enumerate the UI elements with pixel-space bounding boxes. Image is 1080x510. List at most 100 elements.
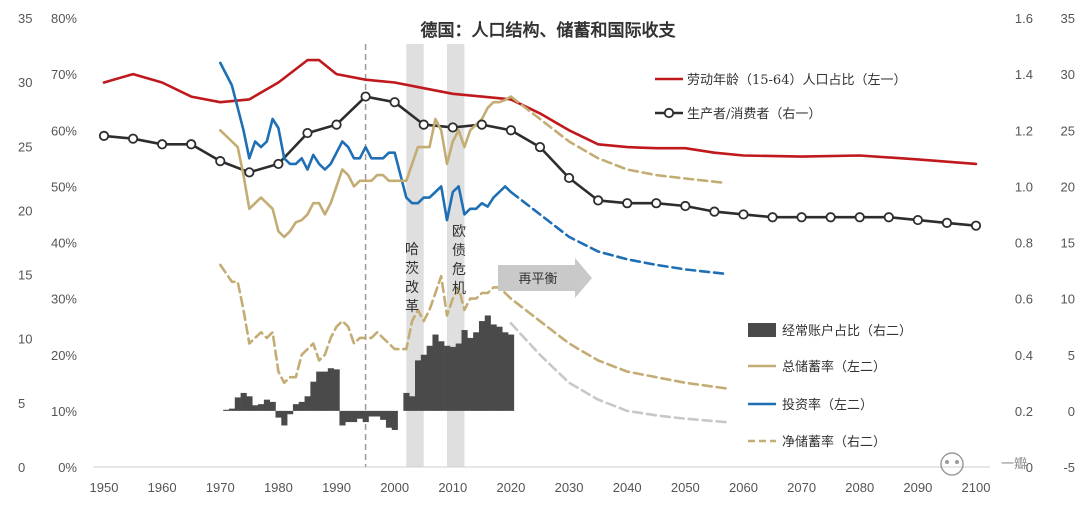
legend-swatch-marker xyxy=(663,107,675,119)
right-outer-tick: -5 xyxy=(1063,460,1075,475)
producer-consumer-marker xyxy=(331,119,342,130)
legend-label: 生产者/消费者（右一） xyxy=(687,107,821,122)
producer-consumer-marker xyxy=(98,130,110,141)
left-inner-pct-tick: 80% xyxy=(51,11,77,26)
producer-consumer-marker xyxy=(505,125,517,136)
producer-consumer-marker xyxy=(796,212,807,223)
chart-title: 德国：人口结构、储蓄和国际收支 xyxy=(421,20,677,41)
producer-consumer-marker xyxy=(244,167,255,178)
producer-consumer-marker xyxy=(825,212,836,223)
current-account-bar xyxy=(444,345,451,411)
x-tick: 1950 xyxy=(90,480,119,495)
current-account-bar xyxy=(298,401,305,411)
left-outer-tick: 35 xyxy=(18,11,32,26)
current-account-bar xyxy=(310,381,317,411)
x-tick: 1990 xyxy=(322,480,351,495)
producer-consumer-markers xyxy=(98,91,982,231)
series-line xyxy=(509,95,728,185)
left-outer-tick: 10 xyxy=(18,332,32,347)
annotation-char: 债 xyxy=(452,243,466,259)
right-outer-tick: 35 xyxy=(1061,11,1075,26)
current-account-bar xyxy=(467,337,474,411)
current-account-bar xyxy=(490,324,497,411)
left-outer-tick: 30 xyxy=(18,75,32,90)
current-account-bar xyxy=(356,410,363,419)
current-account-bar xyxy=(258,404,265,411)
left-outer-tick: 15 xyxy=(18,268,32,283)
producer-consumer-marker xyxy=(389,97,400,108)
producer-consumer-marker xyxy=(622,198,633,209)
right-outer-tick: 20 xyxy=(1061,179,1075,194)
axis-ticks: 0 5 10 15 20 25 30 35 0% 10% 20% 30% 40% 50% 60% 70% 80%… xyxy=(18,11,1075,495)
producer-consumer-marker xyxy=(941,217,953,228)
euro-crisis-label: 欧债危机 xyxy=(452,224,466,297)
current-account-bar xyxy=(322,371,329,411)
right-outer-tick: 15 xyxy=(1061,236,1075,251)
euro-crisis-annotation: 欧债危机 xyxy=(452,224,466,297)
current-account-bar xyxy=(380,410,387,420)
legend-label: 净储蓄率（右二） xyxy=(782,434,886,450)
x-tick: 2100 xyxy=(962,480,991,495)
right-outer-tick: 10 xyxy=(1061,292,1075,307)
left-outer-tick: 5 xyxy=(18,396,25,411)
x-tick: 2000 xyxy=(380,480,409,495)
current-account-bar xyxy=(316,371,323,411)
series-line xyxy=(509,190,728,276)
current-account-bar xyxy=(420,354,427,411)
current-account-bar xyxy=(223,409,230,411)
current-account-bar xyxy=(240,392,247,411)
annotation-char: 哈 xyxy=(405,242,419,258)
current-account-bar xyxy=(339,410,346,426)
x-tick: 2080 xyxy=(845,480,874,495)
current-account-bars xyxy=(223,315,515,430)
annotation-char: 欧 xyxy=(452,224,466,240)
producer-consumer-marker xyxy=(476,119,487,130)
legend-label: 总储蓄率（左二） xyxy=(782,359,886,375)
right-inner-tick: 0.4 xyxy=(1015,348,1033,363)
producer-consumer-marker xyxy=(970,220,982,231)
current-account-bar xyxy=(473,332,480,411)
x-tick: 2070 xyxy=(787,480,816,495)
x-tick: 2090 xyxy=(903,480,932,495)
current-account-bar xyxy=(478,321,486,411)
current-account-bar xyxy=(304,396,311,411)
watermark-text: 一瓣 xyxy=(1001,457,1027,472)
current-account-bar xyxy=(327,368,334,411)
legend: 劳动年龄（15-64）人口占比（左一） 生产者/消费者（右一） 经常账户占比（右二）… xyxy=(655,72,912,450)
right-outer-tick: 25 xyxy=(1061,123,1075,138)
current-account-bar xyxy=(484,315,491,411)
x-tick: 2020 xyxy=(496,480,525,495)
x-tick: 1970 xyxy=(206,480,235,495)
producer-consumer-marker xyxy=(447,122,458,133)
left-outer-tick: 25 xyxy=(18,139,32,154)
rebalance-arrow: 再平衡 xyxy=(498,258,592,298)
left-inner-pct-tick: 20% xyxy=(51,348,77,363)
current-account-bar xyxy=(391,410,398,430)
current-account-bar xyxy=(246,396,253,411)
current-account-bar xyxy=(502,332,509,411)
x-tick: 2050 xyxy=(671,480,700,495)
right-inner-tick: 1.0 xyxy=(1015,179,1033,194)
current-account-bar xyxy=(287,410,294,415)
current-account-bar xyxy=(345,410,352,423)
current-account-bar xyxy=(508,334,515,411)
series-line xyxy=(102,95,978,227)
right-inner-tick: 0.8 xyxy=(1015,236,1033,251)
wechat-icon xyxy=(940,452,964,476)
right-inner-tick: 0.2 xyxy=(1015,404,1033,419)
right-inner-tick: 1.6 xyxy=(1015,11,1033,26)
producer-consumer-marker xyxy=(157,139,168,150)
legend-swatch-bar xyxy=(748,323,776,337)
current-account-bar xyxy=(252,405,259,411)
current-account-bar xyxy=(374,410,381,417)
right-outer-tick: 5 xyxy=(1068,348,1075,363)
series-line xyxy=(509,322,728,424)
producer-consumer-marker xyxy=(127,133,139,144)
right-outer-tick: 30 xyxy=(1061,67,1075,82)
producer-consumer-marker xyxy=(912,214,923,226)
producer-consumer-marker xyxy=(360,91,371,102)
right-inner-tick: 0 xyxy=(1026,460,1033,475)
hartz-annotation: 哈茨改革 xyxy=(405,242,419,315)
left-outer-tick: 20 xyxy=(18,203,32,218)
legend-label: 投资率（左二） xyxy=(782,397,873,413)
